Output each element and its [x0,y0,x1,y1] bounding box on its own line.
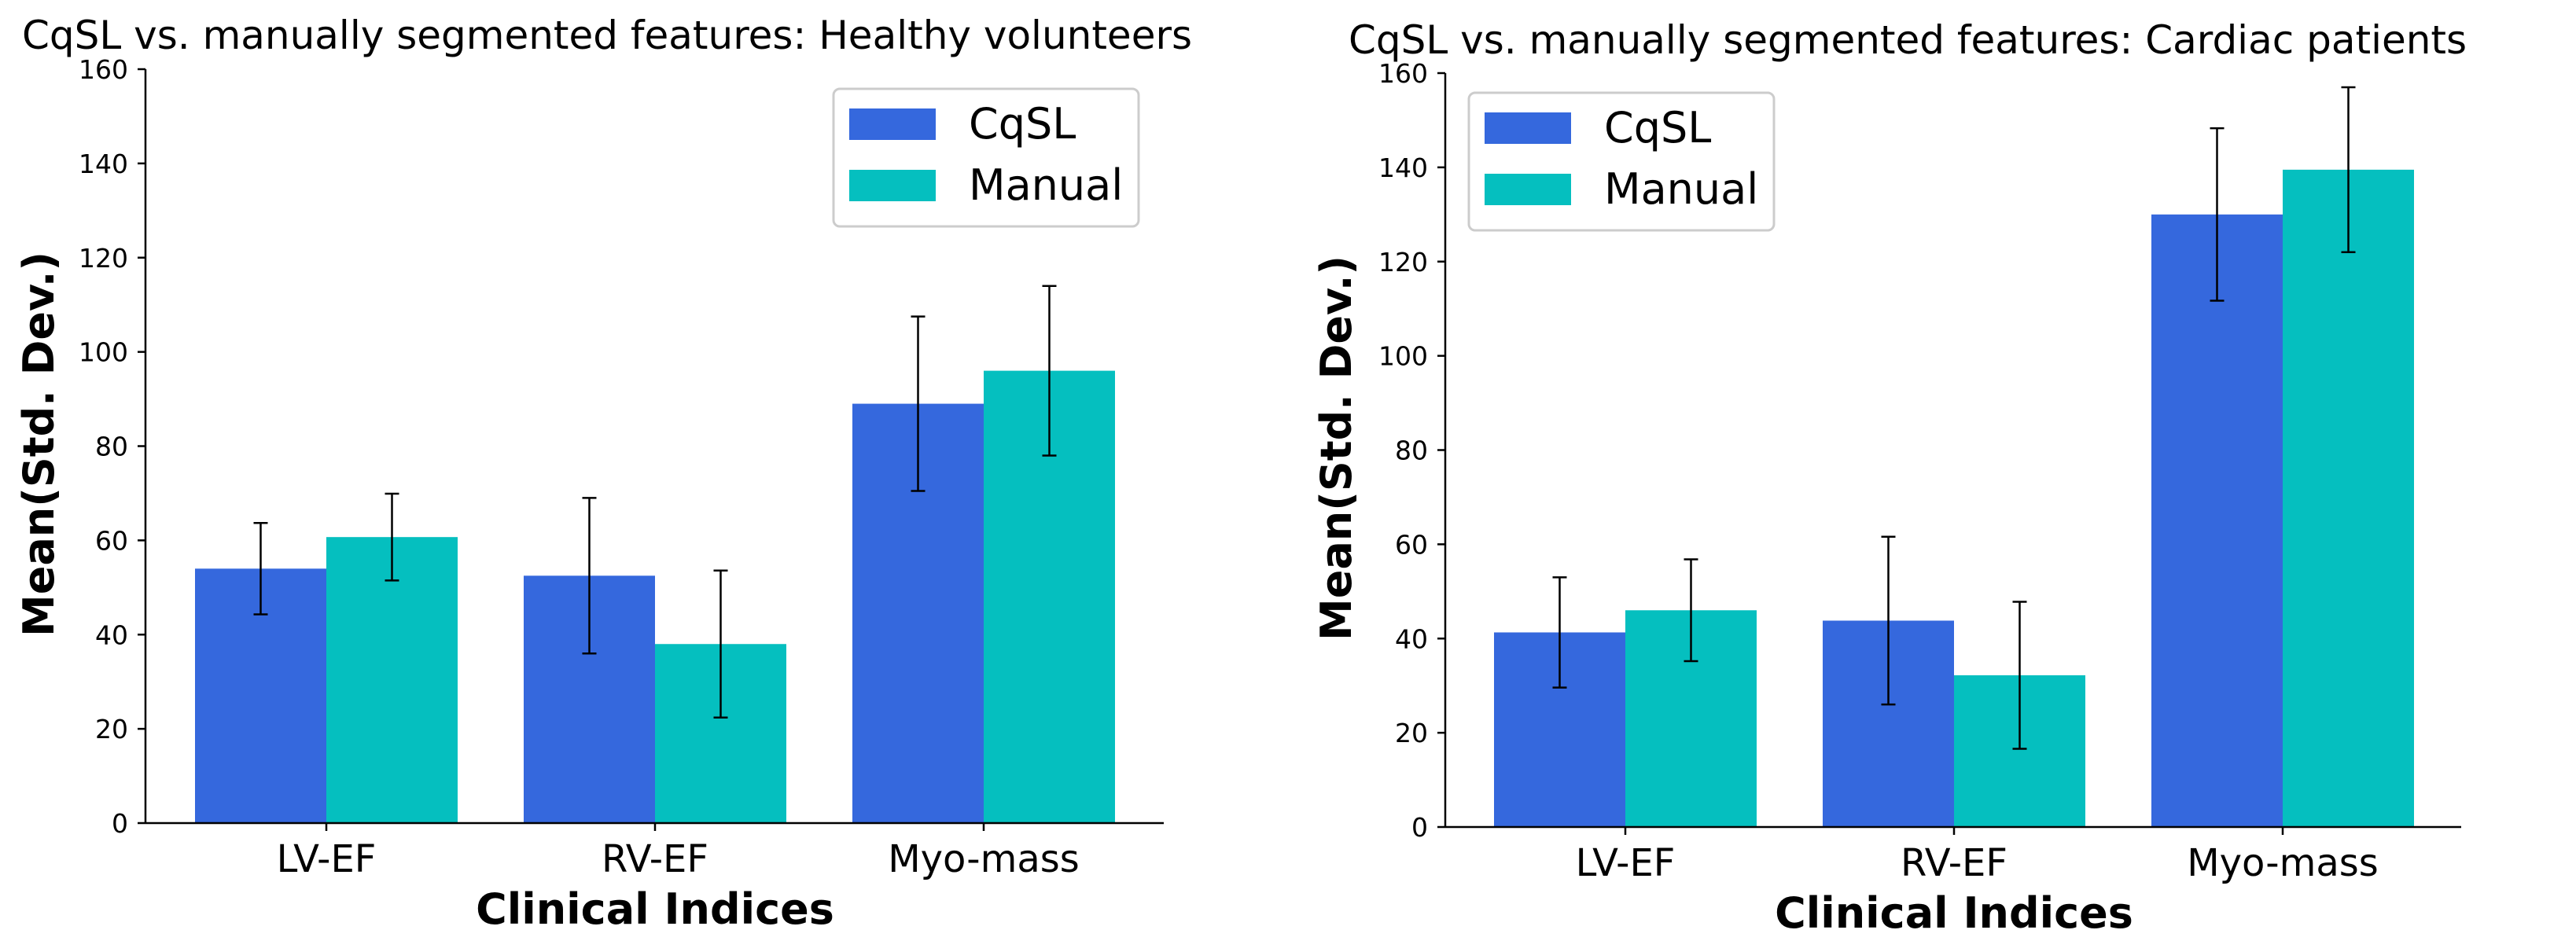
x-tick-label: Myo-mass [888,837,1080,881]
bar-series-group [195,370,1115,824]
x-axis-label: Clinical Indices [1775,888,2133,938]
error-bar-cqsl-myo-mass [2210,127,2225,302]
error-bar-cqsl-lv-ef [1552,576,1567,689]
y-tick-label: 40 [1395,623,1428,654]
error-bar-manual-myo-mass [2341,86,2356,254]
error-bar-manual-lv-ef [385,492,399,582]
x-tick-label: LV-EF [1576,841,1676,885]
y-tick-label: 20 [95,714,128,744]
legend-swatch-cqsl [849,108,936,140]
error-bar-group [1552,86,2356,750]
chart-cardiac-patients: CqSL vs. manually segmented features: Ca… [1312,17,2467,938]
legend-label-manual: Manual [1604,164,1758,214]
y-tick-label: 60 [95,525,128,556]
x-axis-label: Clinical Indices [476,884,834,934]
y-tick-label: 100 [1378,341,1428,372]
x-tick-label: RV-EF [1901,841,2007,885]
y-tick-label: 100 [79,337,128,368]
error-bar-manual-rv-ef [2012,601,2027,750]
y-tick-label: 80 [95,432,128,462]
legend-label-cqsl: CqSL [1604,103,1711,153]
bar-cqsl-myo-mass [2151,214,2283,827]
y-tick-label: 160 [79,54,128,85]
y-tick-label: 80 [1395,436,1428,466]
legend-label-cqsl: CqSL [969,99,1076,149]
legend: CqSL Manual [832,87,1140,228]
y-axis-label: Mean(Std. Dev.) [1312,255,1361,641]
y-tick-label: 40 [95,619,128,650]
legend: CqSL Manual [1467,91,1776,232]
legend-swatch-manual [849,170,936,201]
x-tick-label: Myo-mass [2187,841,2379,885]
y-tick-label: 160 [1378,58,1428,89]
y-tick-label: 20 [1395,718,1428,748]
y-tick-label: 140 [79,149,128,179]
error-bar-cqsl-rv-ef [582,497,597,655]
y-tick-group: 0 20 40 60 80 100 120 140 160 [1378,58,1445,843]
legend-label-manual: Manual [969,160,1123,210]
y-tick-group: 0 20 40 60 80 100 120 140 160 [79,54,145,839]
error-bar-cqsl-myo-mass [911,315,926,492]
legend-swatch-manual [1485,174,1571,205]
x-tick-label: LV-EF [277,837,377,881]
x-tick-group: LV-EF RV-EF Myo-mass [1576,827,2379,885]
y-tick-label: 120 [1378,247,1428,278]
y-axis-label: Mean(Std. Dev.) [14,252,64,637]
error-bar-group [253,285,1057,719]
y-tick-label: 60 [1395,529,1428,560]
bar-manual-myo-mass [2283,169,2414,827]
error-bar-cqsl-lv-ef [253,521,268,616]
bar-series-group [1494,169,2414,827]
x-tick-group: LV-EF RV-EF Myo-mass [277,823,1080,881]
y-tick-label: 120 [79,243,128,274]
y-tick-label: 140 [1378,153,1428,183]
x-tick-label: RV-EF [602,837,708,881]
legend-swatch-cqsl [1485,112,1571,144]
y-tick-label: 0 [1411,812,1428,843]
error-bar-cqsl-rv-ef [1881,535,1896,706]
error-bar-manual-myo-mass [1042,285,1057,457]
error-bar-manual-rv-ef [713,569,728,719]
y-tick-label: 0 [112,808,128,839]
chart-title: CqSL vs. manually segmented features: Ca… [1349,17,2467,63]
bar-manual-lv-ef [326,537,458,823]
chart-title: CqSL vs. manually segmented features: He… [22,13,1192,58]
chart-healthy-volunteers: CqSL vs. manually segmented features: He… [14,13,1192,934]
error-bar-manual-lv-ef [1684,558,1698,663]
